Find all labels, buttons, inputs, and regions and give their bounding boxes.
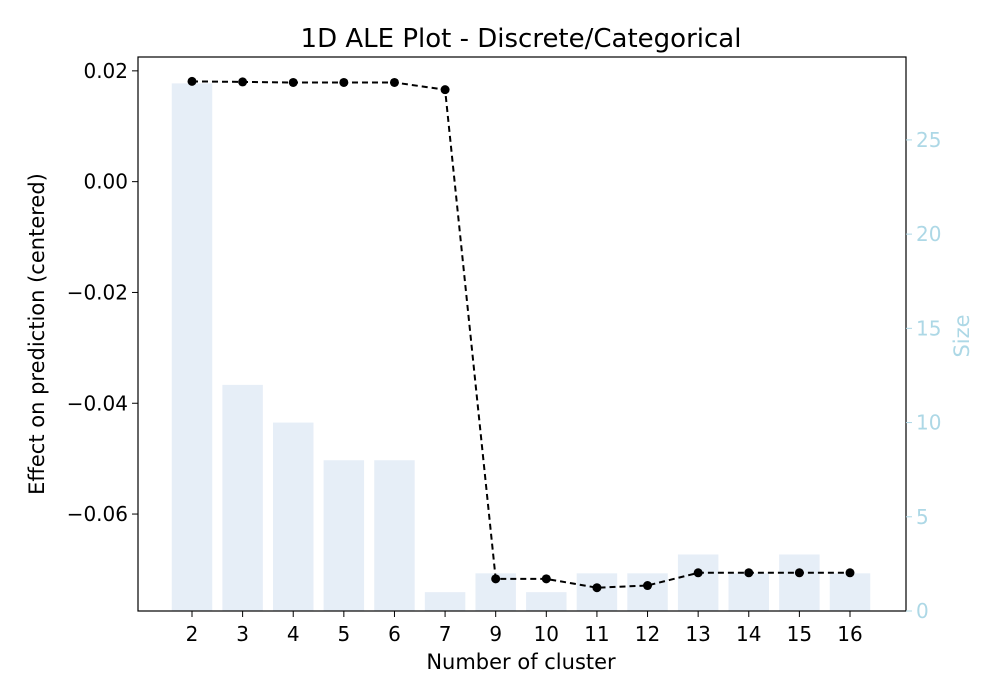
x-tick-label: 16 (837, 622, 862, 646)
x-tick-label: 7 (439, 622, 452, 646)
y-right-tick-label: 0 (916, 599, 929, 623)
y-axis-right-ticks: 0 5 10 15 20 25 (906, 128, 941, 623)
x-tick-label: 3 (236, 622, 249, 646)
effect-line (187, 76, 855, 593)
effect-point-10 (541, 574, 551, 584)
effect-point-2 (187, 76, 197, 86)
y-axis-left-ticks: 0.02 0.00 −0.02 −0.04 −0.06 (67, 59, 138, 526)
x-axis-label: Number of cluster (426, 650, 616, 674)
x-tick-label: 14 (736, 622, 761, 646)
size-bar-10 (526, 592, 567, 611)
size-bar-3 (222, 384, 263, 611)
x-tick-label: 10 (534, 622, 559, 646)
x-axis-ticks: 2 3 4 5 6 7 9 10 11 12 13 14 15 16 (186, 611, 863, 646)
effect-point-5 (339, 77, 349, 87)
plot-area-frame (137, 56, 907, 612)
y-tick-label: −0.02 (67, 280, 128, 304)
effect-point-14 (744, 568, 754, 578)
effect-point-4 (288, 77, 298, 87)
y-axis-left-label: Effect on prediction (centered) (25, 173, 49, 495)
x-tick-label: 5 (337, 622, 350, 646)
chart-title: 1D ALE Plot - Discrete/Categorical (301, 24, 742, 54)
size-bar-16 (829, 573, 871, 611)
y-right-tick-label: 5 (916, 505, 929, 529)
effect-point-12 (643, 581, 653, 591)
x-tick-label: 4 (287, 622, 300, 646)
y-axis-right-label: Size (950, 314, 974, 357)
y-right-tick-label: 20 (916, 222, 941, 246)
effect-point-13 (693, 568, 703, 578)
effect-point-16 (845, 568, 855, 578)
size-bar-2 (171, 83, 213, 611)
size-bar-6 (374, 460, 415, 611)
size-bar-13 (677, 554, 719, 611)
x-tick-label: 2 (186, 622, 199, 646)
size-bar-7 (424, 592, 466, 611)
size-bar-14 (728, 573, 770, 611)
y-right-tick-label: 25 (916, 128, 941, 152)
y-right-tick-label: 10 (916, 411, 941, 435)
size-bar-4 (272, 422, 314, 611)
x-tick-label: 12 (635, 622, 660, 646)
effect-point-3 (238, 77, 248, 87)
size-bar-15 (779, 554, 820, 611)
x-tick-label: 11 (584, 622, 609, 646)
x-tick-label: 9 (489, 622, 502, 646)
y-right-tick-label: 15 (916, 316, 941, 340)
effect-point-15 (794, 568, 804, 578)
effect-point-7 (440, 85, 450, 95)
size-bar-5 (323, 460, 365, 611)
x-tick-label: 15 (787, 622, 812, 646)
size-bars (171, 83, 871, 611)
y-tick-label: 0.02 (83, 59, 128, 83)
effect-dashed-line (191, 80, 850, 589)
effect-point-11 (592, 583, 602, 593)
y-tick-label: 0.00 (83, 170, 128, 194)
x-tick-label: 6 (388, 622, 401, 646)
x-tick-label: 13 (685, 622, 710, 646)
effect-point-9 (491, 574, 501, 584)
y-tick-label: −0.04 (67, 391, 128, 415)
y-tick-label: −0.06 (67, 502, 128, 526)
effect-point-6 (389, 77, 399, 87)
size-bar-12 (627, 573, 668, 611)
